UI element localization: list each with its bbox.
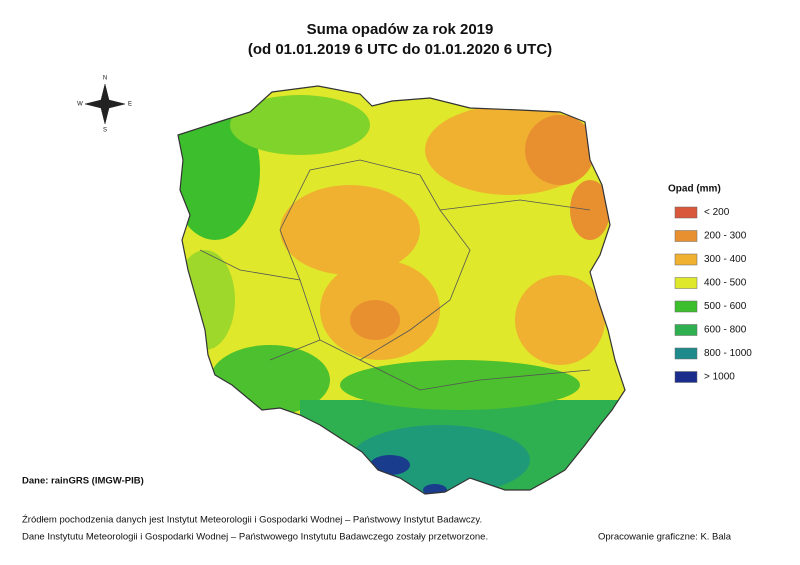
legend-label: > 1000 xyxy=(704,372,735,383)
data-source: Dane: rainGRS (IMGW-PIB) xyxy=(22,476,144,487)
legend-swatch xyxy=(674,300,698,313)
legend-swatch xyxy=(674,347,698,360)
compass-e: E xyxy=(128,102,132,108)
legend-swatch xyxy=(674,277,698,289)
legend-label: 500 - 600 xyxy=(704,301,747,312)
legend-swatch xyxy=(674,324,698,336)
legend-swatch xyxy=(674,230,698,242)
legend-swatch xyxy=(674,206,698,219)
footer-line-1: Źródłem pochodzenia danych jest Instytut… xyxy=(22,515,482,526)
legend-label: 400 - 500 xyxy=(704,278,747,289)
compass-s: S xyxy=(103,128,107,134)
compass-rose: N E S W xyxy=(77,76,132,134)
legend-label: 800 - 1000 xyxy=(704,348,752,359)
title-line-1: Suma opadów za rok 2019 xyxy=(307,21,494,38)
legend-label: 600 - 800 xyxy=(704,325,747,336)
legend-title: Opad (mm) xyxy=(668,184,721,195)
credit: Opracowanie graficzne: K. Bala xyxy=(598,532,732,543)
legend-label: 200 - 300 xyxy=(704,231,747,242)
title-line-2: (od 01.01.2019 6 UTC do 01.01.2020 6 UTC… xyxy=(248,41,552,58)
compass-w: W xyxy=(77,102,83,108)
legend: < 200 200 - 300 300 - 400 400 - 500 500 - 60… xyxy=(674,206,752,383)
legend-label: 300 - 400 xyxy=(704,254,747,265)
legend-swatch xyxy=(674,253,698,266)
legend-label: < 200 xyxy=(704,207,730,218)
legend-swatch xyxy=(674,371,698,383)
precipitation-map xyxy=(177,85,626,495)
compass-n: N xyxy=(103,76,107,82)
footer-line-2: Dane Instytutu Meteorologii i Gospodarki… xyxy=(22,532,488,543)
